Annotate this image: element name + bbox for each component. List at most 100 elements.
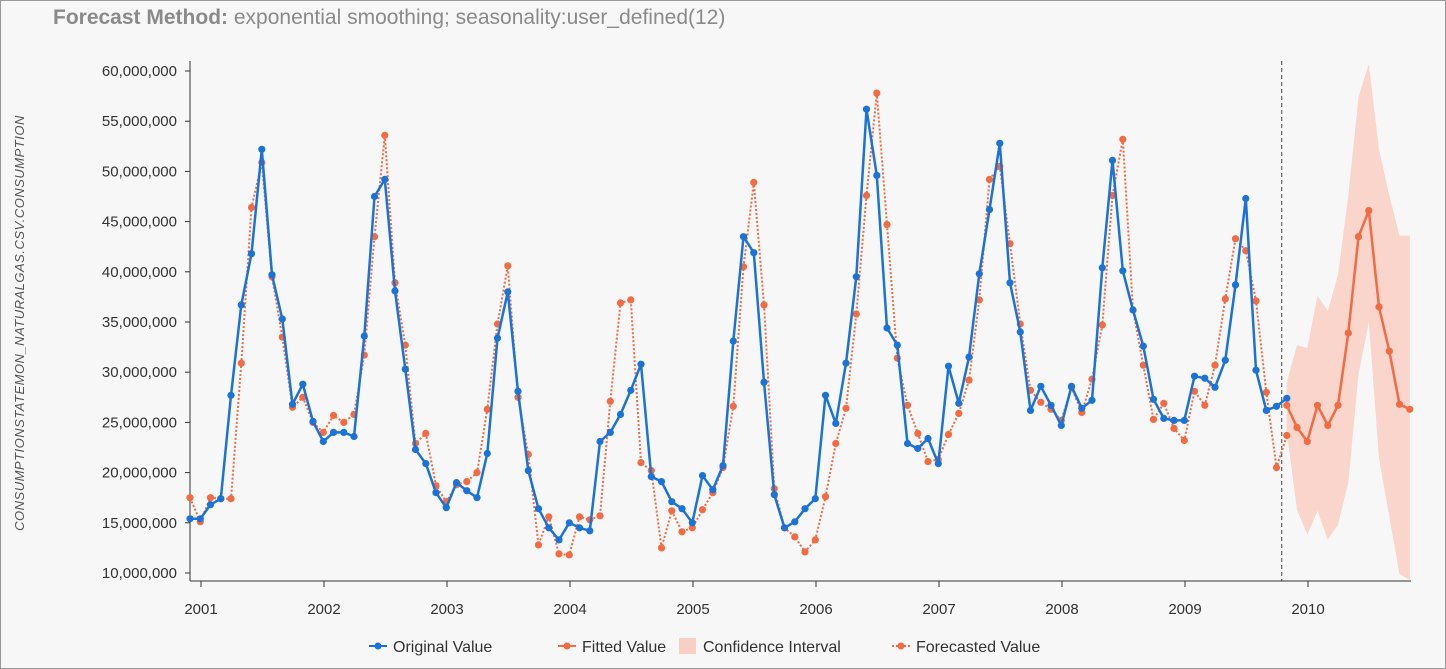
fitted-value-point — [596, 512, 604, 520]
original-value-point — [750, 249, 758, 257]
fitted-value-point — [801, 548, 809, 556]
original-value-point — [575, 524, 584, 532]
fitted-value-point — [606, 397, 614, 405]
y-tick-label: 50,000,000 — [102, 163, 177, 180]
original-value-point — [565, 519, 573, 527]
original-value-point — [411, 445, 420, 454]
original-value-point — [329, 428, 338, 436]
original-value-point — [1006, 279, 1014, 287]
original-value-point — [309, 417, 317, 425]
fitted-value-point — [340, 418, 348, 426]
original-value-point — [288, 400, 297, 408]
x-tick-label: 2008 — [1045, 601, 1078, 618]
fitted-value-point — [1108, 191, 1117, 200]
original-value-point — [903, 439, 912, 448]
original-value-point — [268, 271, 276, 279]
original-value-point — [1252, 366, 1260, 374]
fitted-value-point — [1272, 464, 1281, 472]
fitted-value-point — [237, 359, 245, 367]
original-value-point — [657, 478, 666, 486]
fitted-value-point — [862, 191, 871, 200]
fitted-value-point — [873, 89, 881, 97]
original-value-point — [606, 428, 614, 436]
fitted-value-point — [555, 550, 563, 558]
original-value-point — [1149, 395, 1158, 403]
y-tick-label: 25,000,000 — [102, 414, 177, 431]
fitted-value-point — [678, 528, 686, 536]
fitted-value-point — [965, 376, 973, 384]
original-value-point — [801, 505, 809, 513]
original-value-point — [258, 145, 266, 153]
x-tick-label: 2001 — [184, 601, 217, 618]
original-value-point — [391, 287, 399, 295]
forecasted-value-point — [1344, 329, 1352, 337]
original-value-point — [1108, 156, 1117, 164]
original-value-point — [975, 270, 983, 278]
forecasted-value-point — [1354, 233, 1363, 241]
fitted-value-point — [247, 203, 256, 212]
fitted-value-point — [955, 409, 963, 417]
chart-title-prefix: Forecast Method: — [53, 6, 229, 29]
forecasted-value-point — [1324, 421, 1332, 429]
original-value-point — [247, 250, 256, 258]
original-value-point — [555, 536, 563, 544]
x-tick-label: 2009 — [1168, 601, 1201, 618]
fitted-value-point — [811, 536, 819, 544]
original-value-point — [1221, 356, 1229, 364]
fitted-value-point — [832, 439, 840, 448]
original-value-point — [237, 301, 245, 309]
fitted-value-point — [319, 428, 327, 436]
forecasted-value-point — [1375, 303, 1383, 311]
original-value-point — [616, 410, 625, 418]
fitted-value-point — [760, 301, 768, 309]
x-tick-label: 2003 — [430, 601, 463, 618]
chart-title-text: exponential smoothing; seasonality:user_… — [233, 6, 726, 29]
fitted-value-point — [1170, 424, 1178, 432]
original-value-point — [965, 353, 973, 361]
fitted-value-point — [1139, 361, 1147, 369]
y-tick-label: 20,000,000 — [102, 465, 177, 482]
original-value-point — [1078, 404, 1086, 412]
fitted-value-point — [842, 404, 850, 412]
original-value-point — [862, 105, 871, 113]
original-value-point — [1211, 383, 1219, 391]
fitted-value-point — [565, 551, 573, 559]
fitted-value-point — [1180, 436, 1188, 445]
original-value-point — [1047, 401, 1055, 409]
original-value-point — [934, 460, 942, 468]
original-value-point — [1262, 406, 1270, 414]
fitted-value-point — [1262, 388, 1270, 396]
original-value-point — [780, 524, 789, 532]
fitted-value-point — [483, 405, 491, 413]
original-value-point — [739, 233, 748, 241]
fitted-value-point — [504, 262, 512, 270]
fitted-value-point — [821, 493, 830, 501]
forecasted-value-point — [1293, 423, 1301, 431]
original-value-point — [1139, 342, 1147, 350]
original-value-point — [278, 315, 286, 323]
fitted-value-point — [1211, 361, 1219, 369]
legend-swatch — [679, 638, 696, 654]
fitted-value-point — [329, 411, 338, 419]
fitted-value-point — [637, 459, 645, 467]
original-value-point — [493, 334, 502, 342]
legend-marker — [563, 642, 571, 650]
fitted-value-point — [473, 469, 481, 477]
original-value-point — [678, 505, 686, 513]
fitted-value-point — [1149, 415, 1158, 423]
legend-marker — [897, 642, 905, 650]
original-value-point — [227, 391, 235, 399]
original-value-point — [698, 472, 707, 480]
original-value-point — [524, 467, 532, 475]
original-value-point — [1016, 328, 1024, 336]
original-value-point — [473, 494, 481, 502]
original-value-point — [719, 462, 727, 470]
y-tick-label: 55,000,000 — [102, 113, 177, 130]
original-value-point — [1190, 372, 1199, 380]
forecasted-value-point — [1406, 405, 1414, 413]
fitted-value-point — [698, 506, 707, 514]
original-value-point — [1037, 382, 1045, 390]
original-value-point — [483, 449, 491, 458]
y-tick-label: 30,000,000 — [102, 364, 177, 381]
